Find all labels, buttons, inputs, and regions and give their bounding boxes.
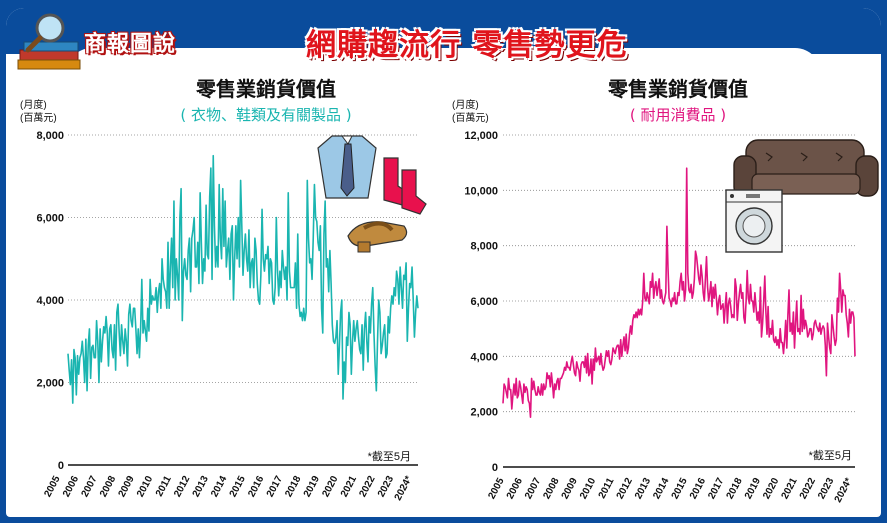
series-line <box>502 167 856 418</box>
x-tick-label: 2016 <box>246 474 266 499</box>
chart-title: 零售業銷貨價值 <box>607 77 748 101</box>
x-tick-label: 2014 <box>209 474 229 499</box>
y-tick-label: 4,000 <box>470 351 498 363</box>
gridlines <box>68 134 418 466</box>
logo-text: 商報圖說 <box>84 31 177 57</box>
x-tick-label: 2007 <box>523 476 543 501</box>
chart-durables: 零售業銷貨價值 ( 耐用消費品 ) (月度) (百萬元) 0 2,000 4,000… <box>452 77 879 505</box>
chart-subtitle: ( 耐用消費品 ) <box>630 106 726 124</box>
socks-icon <box>383 157 427 215</box>
x-tick-label: 2022 <box>357 474 377 499</box>
x-tick-label: 2020 <box>320 474 340 499</box>
x-tick-label: 2010 <box>135 474 155 499</box>
x-tick-label: 2024* <box>833 476 855 504</box>
x-tick-label: 2008 <box>541 476 561 501</box>
x-ticks: 2005200620072008200920102011201220132014… <box>42 474 414 503</box>
x-tick-label: 2006 <box>505 476 525 501</box>
y-tick-label: 10,000 <box>464 185 498 197</box>
unit-label-1: (月度) <box>20 98 47 111</box>
footnote: *截至5月 <box>809 448 852 462</box>
x-tick-label: 2009 <box>560 476 580 501</box>
magnifier-icon <box>25 13 65 53</box>
footnote: *截至5月 <box>368 449 411 463</box>
x-tick-label: 2015 <box>670 476 690 501</box>
x-ticks: 2005200620072008200920102011201220132014… <box>486 476 854 505</box>
x-tick-label: 2021 <box>339 474 359 499</box>
y-tick-label: 0 <box>58 460 64 472</box>
x-tick-label: 2017 <box>706 476 726 501</box>
x-tick-label: 2007 <box>80 474 100 499</box>
washing-machine-icon <box>725 189 783 253</box>
y-tick-label: 2,000 <box>470 407 498 419</box>
y-tick-label: 6,000 <box>470 296 498 308</box>
shirt-tie-icon <box>317 135 377 199</box>
unit-label-2: (百萬元) <box>452 111 489 124</box>
x-tick-label: 2014 <box>651 476 671 501</box>
y-tick-label: 6,000 <box>36 213 64 225</box>
x-tick-label: 2013 <box>633 476 653 501</box>
x-tick-label: 2005 <box>42 474 62 499</box>
logo-box: 商報圖說 <box>74 22 208 64</box>
sandal-icon <box>347 221 408 253</box>
x-tick-label: 2018 <box>725 476 745 501</box>
sofa-icon <box>733 139 879 197</box>
x-tick-label: 2021 <box>780 476 800 501</box>
x-tick-label: 2010 <box>578 476 598 501</box>
x-tick-label: 2018 <box>283 474 303 499</box>
x-tick-label: 2006 <box>61 474 81 499</box>
x-tick-label: 2005 <box>486 476 506 501</box>
charts-canvas: 零售業銷貨價值 ( 衣物、鞋類及有關製品 ) (月度) (百萬元) 0 2,000… <box>20 77 879 505</box>
x-tick-label: 2019 <box>302 474 322 499</box>
chart-clothing: 零售業銷貨價值 ( 衣物、鞋類及有關製品 ) (月度) (百萬元) 0 2,000… <box>20 77 427 503</box>
x-tick-label: 2024* <box>393 474 415 502</box>
chart-title: 零售業銷貨價值 <box>195 77 336 101</box>
series-line <box>67 154 419 404</box>
x-tick-label: 2012 <box>615 476 635 501</box>
x-tick-label: 2011 <box>154 474 174 499</box>
y-tick-label: 8,000 <box>36 130 64 142</box>
x-tick-label: 2013 <box>191 474 211 499</box>
x-tick-label: 2020 <box>761 476 781 501</box>
y-tick-label: 12,000 <box>464 130 498 142</box>
gridlines <box>503 134 855 468</box>
x-tick-label: 2016 <box>688 476 708 501</box>
unit-label-1: (月度) <box>452 98 479 111</box>
x-tick-label: 2012 <box>172 474 192 499</box>
x-tick-label: 2019 <box>743 476 763 501</box>
x-tick-label: 2022 <box>798 476 818 501</box>
content-panel: 商報圖說 網購趨流行 零售勢更危 零售業銷貨價值 ( 衣物、鞋類及有關製品 ) … <box>6 8 881 517</box>
x-tick-label: 2015 <box>228 474 248 499</box>
y-tick-label: 4,000 <box>36 295 64 307</box>
unit-label-2: (百萬元) <box>20 111 57 124</box>
x-tick-label: 2008 <box>98 474 118 499</box>
header-notch <box>66 48 821 74</box>
logo-graphic <box>17 13 81 70</box>
headline: 網購趨流行 零售勢更危 <box>306 28 628 63</box>
header-band <box>6 8 881 74</box>
x-tick-label: 2017 <box>265 474 285 499</box>
y-tick-label: 2,000 <box>36 378 64 390</box>
y-tick-label: 0 <box>492 462 498 474</box>
y-tick-label: 8,000 <box>470 241 498 253</box>
x-tick-label: 2009 <box>117 474 137 499</box>
chart-subtitle: ( 衣物、鞋類及有關製品 ) <box>180 106 351 124</box>
y-ticks: 0 2,000 4,000 6,000 8,000 10,000 12,000 <box>464 130 498 474</box>
x-tick-label: 2011 <box>597 476 617 501</box>
y-ticks: 0 2,000 4,000 6,000 8,000 <box>36 130 64 472</box>
